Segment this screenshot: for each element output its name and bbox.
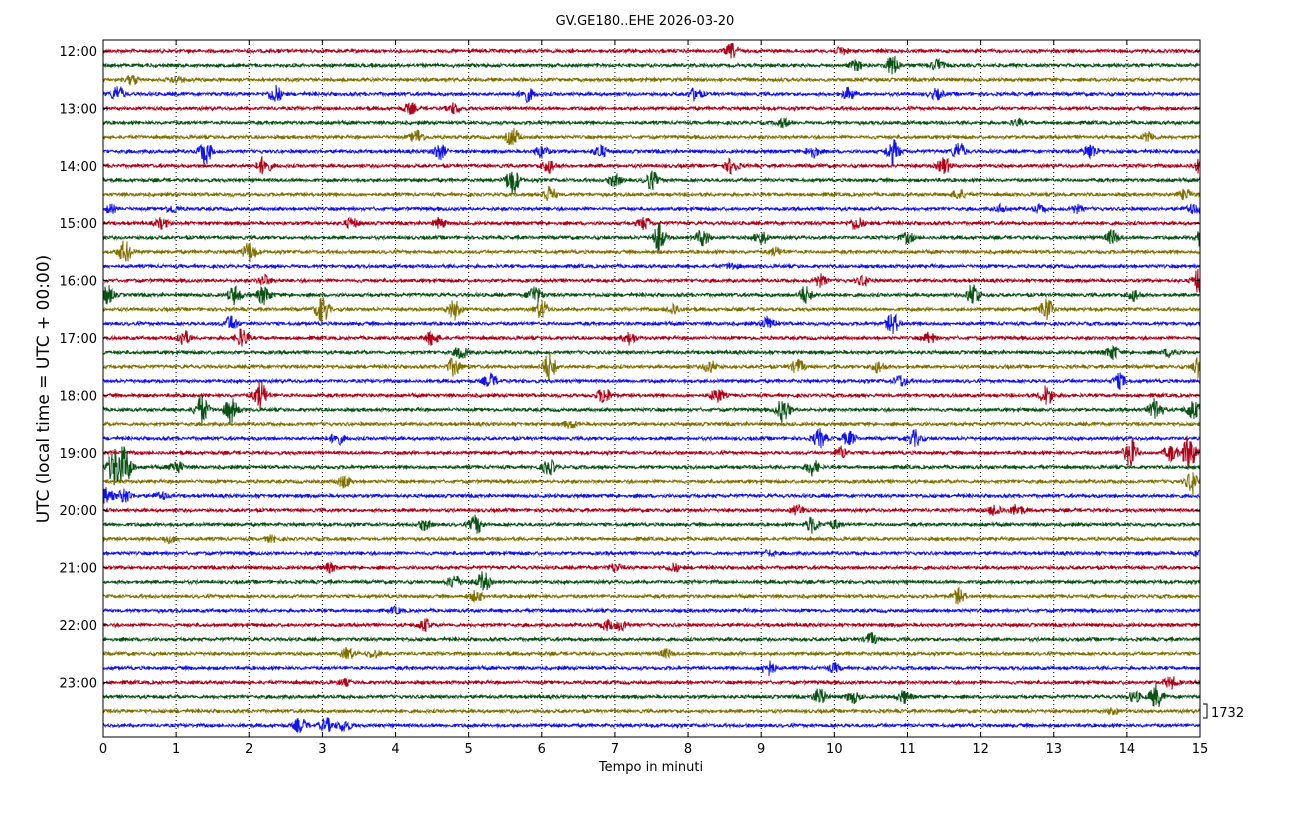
trace-24 bbox=[102, 381, 1201, 409]
y-axis-label: UTC (local time = UTC + 00:00) bbox=[34, 255, 54, 524]
trace-40 bbox=[102, 618, 1201, 632]
x-tick-label: 15 bbox=[1192, 742, 1209, 757]
x-tick-label: 3 bbox=[318, 742, 326, 757]
y-tick-label: 20:00 bbox=[60, 504, 97, 519]
trace-23 bbox=[102, 372, 1201, 391]
x-tick-label: 5 bbox=[465, 742, 473, 757]
plot-frame bbox=[102, 39, 1201, 738]
trace-13 bbox=[102, 222, 1201, 251]
trace-2 bbox=[102, 74, 1201, 86]
y-tick-label: 21:00 bbox=[60, 562, 97, 577]
trace-22 bbox=[102, 353, 1201, 381]
trace-37 bbox=[102, 571, 1201, 591]
vertical-grid bbox=[175, 40, 1128, 737]
y-tick-label: 17:00 bbox=[60, 332, 97, 347]
x-tick-label: 10 bbox=[826, 742, 843, 757]
trace-45 bbox=[102, 684, 1201, 708]
seismic-traces bbox=[102, 42, 1201, 734]
x-tick-label: 12 bbox=[972, 742, 989, 757]
trace-35 bbox=[102, 549, 1201, 558]
y-tick-label: 14:00 bbox=[60, 160, 97, 175]
trace-19 bbox=[102, 313, 1201, 334]
trace-15 bbox=[102, 262, 1201, 271]
trace-41 bbox=[102, 631, 1201, 645]
trace-21 bbox=[102, 344, 1201, 361]
trace-33 bbox=[102, 514, 1201, 534]
trace-46 bbox=[102, 707, 1201, 716]
trace-39 bbox=[102, 605, 1201, 615]
y-tick-label: 23:00 bbox=[60, 676, 97, 691]
x-tick-label: 2 bbox=[245, 742, 253, 757]
trace-34 bbox=[102, 534, 1201, 545]
trace-30 bbox=[102, 472, 1201, 495]
trace-12 bbox=[102, 216, 1201, 231]
trace-10 bbox=[102, 185, 1201, 202]
trace-28 bbox=[102, 435, 1201, 470]
y-tick-label: 18:00 bbox=[60, 389, 97, 404]
x-axis-ticks: 0 1 2 3 4 5 6 7 8 9 10 11 12 13 14 15 bbox=[99, 40, 1208, 757]
trace-8 bbox=[102, 156, 1201, 175]
y-tick-label: 15:00 bbox=[60, 217, 97, 232]
x-tick-label: 6 bbox=[538, 742, 546, 757]
x-tick-label: 14 bbox=[1119, 742, 1136, 757]
trace-1 bbox=[102, 55, 1201, 75]
x-axis-label: Tempo in minuti bbox=[598, 760, 703, 775]
x-tick-label: 8 bbox=[684, 742, 692, 757]
trace-16 bbox=[102, 268, 1201, 293]
x-tick-label: 4 bbox=[391, 742, 399, 757]
trace-14 bbox=[102, 240, 1201, 263]
trace-11 bbox=[102, 202, 1201, 215]
trace-36 bbox=[102, 561, 1201, 574]
trace-4 bbox=[102, 102, 1201, 115]
trace-47 bbox=[102, 717, 1201, 734]
y-tick-label: 16:00 bbox=[60, 275, 97, 290]
trace-42 bbox=[102, 646, 1201, 660]
x-tick-label: 9 bbox=[757, 742, 765, 757]
trace-29 bbox=[102, 446, 1201, 486]
x-tick-label: 11 bbox=[899, 742, 916, 757]
trace-6 bbox=[102, 127, 1201, 146]
x-tick-label: 1 bbox=[172, 742, 180, 757]
trace-43 bbox=[102, 660, 1201, 677]
y-tick-label: 22:00 bbox=[60, 619, 97, 634]
trace-32 bbox=[102, 503, 1201, 516]
trace-3 bbox=[102, 84, 1201, 103]
trace-26 bbox=[102, 420, 1201, 429]
trace-27 bbox=[102, 428, 1201, 449]
x-tick-label: 13 bbox=[1045, 742, 1062, 757]
scale-bar-label: 1732 bbox=[1211, 706, 1244, 721]
trace-0 bbox=[102, 42, 1201, 59]
trace-38 bbox=[102, 586, 1201, 605]
trace-31 bbox=[102, 487, 1201, 504]
scale-bar: 1732 bbox=[1203, 703, 1244, 721]
y-tick-label: 19:00 bbox=[60, 447, 97, 462]
trace-7 bbox=[102, 139, 1201, 166]
y-axis-ticks: 12:00 13:00 14:00 15:00 16:00 17:00 18:00 19:00… bbox=[60, 45, 1200, 691]
x-tick-label: 7 bbox=[611, 742, 619, 757]
y-tick-label: 12:00 bbox=[60, 45, 97, 60]
trace-44 bbox=[102, 676, 1201, 690]
trace-25 bbox=[102, 395, 1201, 424]
y-tick-label: 13:00 bbox=[60, 102, 97, 117]
chart-title: GV.GE180..EHE 2026-03-20 bbox=[556, 14, 735, 29]
x-tick-label: 0 bbox=[99, 742, 107, 757]
trace-20 bbox=[102, 328, 1201, 347]
trace-5 bbox=[102, 117, 1201, 129]
trace-9 bbox=[102, 170, 1201, 195]
trace-18 bbox=[102, 297, 1201, 325]
trace-17 bbox=[102, 284, 1201, 306]
